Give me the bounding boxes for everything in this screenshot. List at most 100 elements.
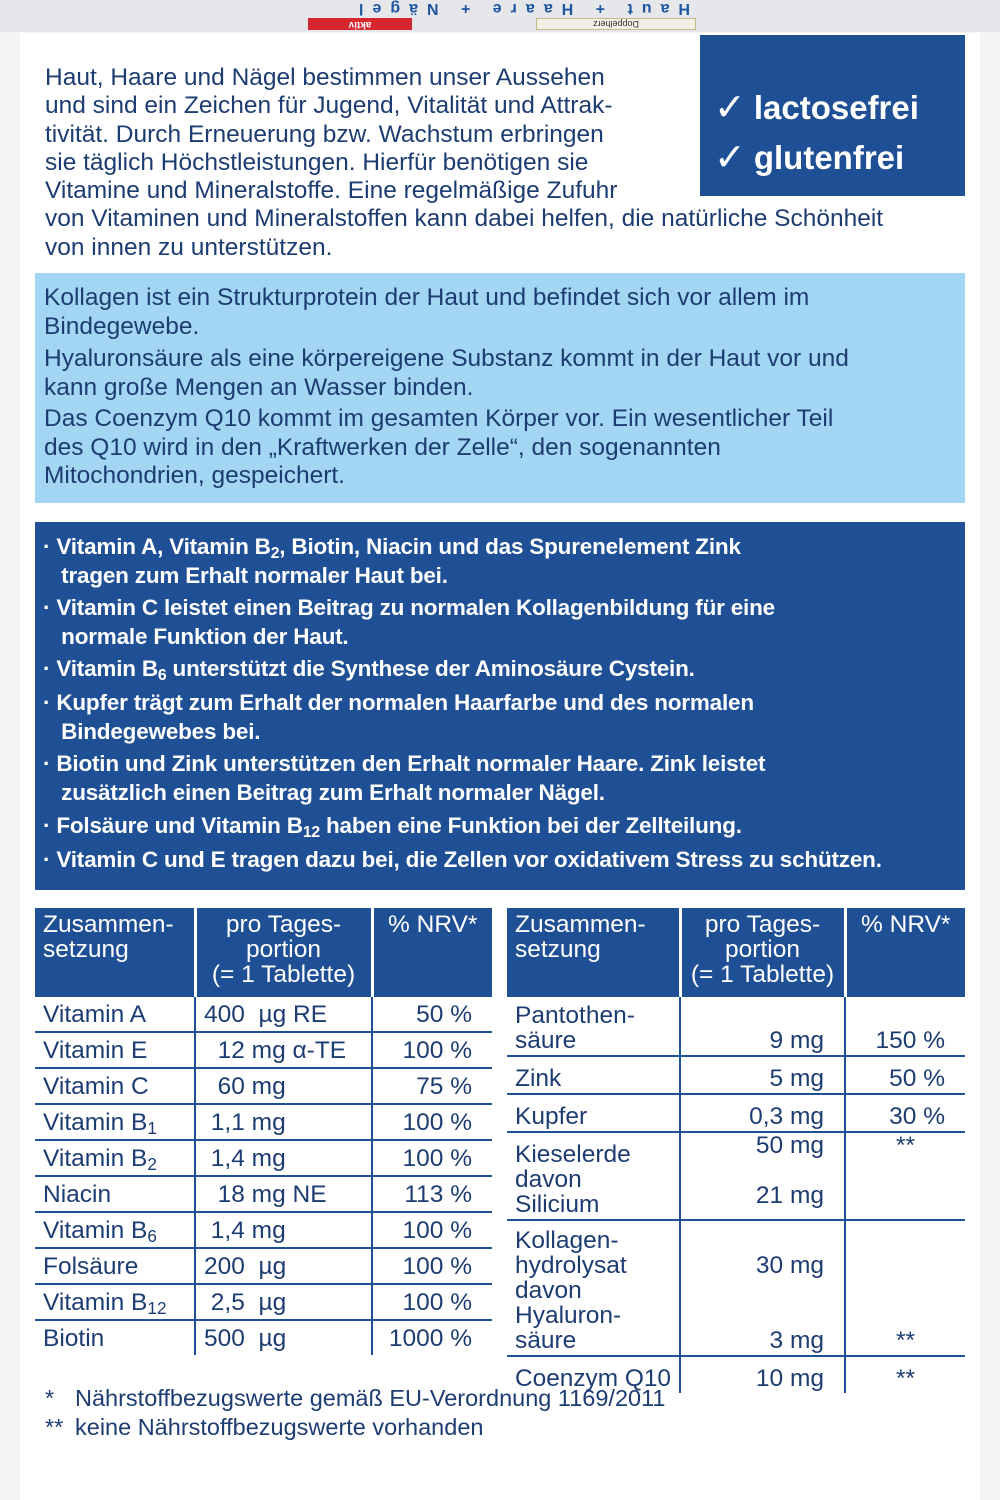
text-line: pro Tages- — [225, 911, 342, 938]
nutrient-amount: 500 µg — [195, 1320, 373, 1355]
column-header: pro Tages-portion (= 1 Tablette) — [680, 908, 847, 997]
check-icon: ✓ — [714, 87, 746, 129]
nutrient-amount: 12 mg α-TE — [195, 1032, 373, 1069]
table-row: Vitamin E 12 mg α-TE 100 % — [35, 1032, 492, 1069]
package-top-edge: Haut + Haare + Nägel aktiv Doppelherz — [0, 0, 1000, 32]
text-line: kann große Mengen an Wasser binden. — [44, 373, 474, 401]
nutrient-name: Kieselerde davon Silicium — [507, 1132, 681, 1221]
claim-item: · Vitamin A, Vitamin B2, Biotin, Niacin … — [43, 534, 741, 588]
text-line — [689, 1303, 824, 1328]
nutrient-amount: 5 mg — [680, 1056, 846, 1095]
table-header-row: Zusammen-setzung pro Tages-portion (= 1 Ta… — [35, 908, 492, 997]
badge-item-glutenfrei: ✓ glutenfrei — [714, 135, 904, 180]
text-line: 50 mg — [755, 1132, 824, 1159]
nutrient-name: Folsäure — [35, 1248, 196, 1285]
text-line: und sind ein Zeichen für Jugend, Vitalit… — [45, 92, 613, 120]
text-line: ** — [895, 1327, 916, 1354]
text-line: 12 mg α-TE — [204, 1036, 347, 1064]
nutrient-nrv: 100 % — [372, 1140, 492, 1177]
nutrient-amount: 200 µg — [195, 1248, 373, 1285]
info-paragraph-q10: Das Coenzym Q10 kommt im gesamten Körper… — [44, 405, 833, 491]
text-line — [689, 1158, 824, 1183]
free-from-badge: ✓ lactosefrei ✓ glutenfrei — [700, 35, 965, 196]
text-line: 60 mg — [204, 1072, 286, 1100]
nutrient-amount: 60 mg — [195, 1068, 373, 1105]
text-line: 30 mg — [755, 1252, 824, 1279]
text-line: 100 % — [402, 1036, 472, 1064]
badge-label: glutenfrei — [753, 138, 905, 176]
nutrient-nrv: 50 % — [372, 997, 492, 1033]
text-line: hydrolysat — [515, 1252, 627, 1279]
nutrient-nrv: 100 % — [372, 1284, 492, 1321]
text-line: 500 µg — [204, 1324, 287, 1352]
text-line: Mitochondrien, gespeichert. — [44, 462, 345, 489]
nutrient-nrv: 113 % — [372, 1176, 492, 1213]
table-row: Pantothen-säure 9 mg 150 % — [507, 997, 965, 1057]
claim-item: · Kupfer trägt zum Erhalt der normalen H… — [43, 690, 754, 744]
text-line: 5 mg — [769, 1065, 824, 1092]
text-line: % NRV* — [388, 911, 478, 938]
nutrient-nrv: 150 % — [845, 997, 965, 1057]
text-line: 400 µg RE — [204, 1000, 328, 1028]
intro-text: Haut, Haare und Nägel bestimmen unser Au… — [45, 64, 883, 262]
column-header: pro Tages-portion (= 1 Tablette) — [195, 908, 374, 997]
nutrient-name: Vitamin A — [35, 997, 196, 1033]
table-row: Vitamin B2 1,4 mg 100 % — [35, 1140, 492, 1177]
text-line: Vitamine und Mineralstoffe. Eine regelmä… — [45, 177, 618, 205]
claim-item: · Vitamin C leistet einen Beitrag zu nor… — [43, 595, 775, 649]
text-line: Kieselerde — [515, 1141, 631, 1168]
nutrient-nrv: ** — [845, 1220, 965, 1357]
text-line: Bindegewebe. — [44, 312, 200, 340]
nutrient-nrv: ** — [845, 1356, 965, 1393]
table-row: Vitamin A 400 µg RE 50 % — [35, 997, 492, 1033]
text-line: 113 % — [404, 1180, 472, 1208]
nutrient-name: Vitamin B1 — [35, 1104, 196, 1141]
text-line: portion — [246, 936, 321, 963]
nutrient-amount: 1,4 mg — [195, 1212, 373, 1249]
claim-item: · Vitamin B6 unterstützt die Synthese de… — [43, 656, 695, 684]
text-line: 100 % — [402, 1288, 472, 1316]
nutrient-nrv: 100 % — [372, 1032, 492, 1069]
nutrient-amount: 1,4 mg — [195, 1140, 373, 1177]
text-line: Coenzym Q10 — [515, 1365, 671, 1392]
nutrition-table-right: Zusammen-setzung pro Tages-portion (= 1 Ta… — [507, 908, 965, 1393]
nutrient-name: Zink — [507, 1056, 681, 1095]
nutrient-name: Vitamin B6 — [35, 1212, 196, 1249]
column-header: % NRV* — [372, 908, 492, 997]
text-line: 30 % — [889, 1103, 945, 1130]
nutrient-name: Kupfer — [507, 1094, 681, 1133]
nutrition-table-left: Zusammen-setzung pro Tages-portion (= 1 Ta… — [35, 908, 492, 1355]
text-line: 1,4 mg — [204, 1144, 286, 1172]
nutrient-nrv: 30 % — [845, 1094, 965, 1133]
text-line: pro Tages- — [704, 911, 821, 938]
nutrient-nrv: 75 % — [372, 1068, 492, 1105]
nutrient-nrv: 50 % — [845, 1056, 965, 1095]
nutrient-name: Biotin — [35, 1320, 196, 1355]
text-line: säure — [515, 1027, 577, 1054]
nutrient-amount: 10 mg — [680, 1356, 846, 1393]
table-row: Kieselerde davon Silicium 50 mg 21 mg ** — [507, 1132, 965, 1221]
text-line: ** — [895, 1132, 916, 1159]
text-line: Pantothen- — [515, 1002, 635, 1029]
text-line: portion — [725, 936, 800, 963]
text-line: 1,1 mg — [204, 1108, 286, 1136]
claim-item: · Vitamin C und E tragen dazu bei, die Z… — [43, 847, 882, 872]
column-header: Zusammen-setzung — [507, 908, 682, 997]
claim-item: · Biotin und Zink unterstützen den Erhal… — [43, 751, 766, 805]
check-icon: ✓ — [714, 137, 746, 179]
text-line: 50 % — [889, 1065, 945, 1092]
text-line: Kollagen- — [515, 1227, 619, 1254]
text-line: Zusammen- — [43, 911, 174, 938]
nutrient-nrv: ** — [845, 1132, 965, 1221]
text-line: 100 % — [402, 1216, 472, 1244]
table-row: Vitamin B1 1,1 mg 100 % — [35, 1104, 492, 1141]
text-line: 3 mg — [769, 1327, 824, 1354]
text-line: 1000 % — [388, 1324, 472, 1352]
text-line: säure — [515, 1327, 577, 1354]
text-line: des Q10 wird in den „Kraftwerken der Zel… — [44, 433, 721, 461]
table-row: Vitamin C 60 mg 75 % — [35, 1068, 492, 1105]
info-paragraph-kollagen: Kollagen ist ein Strukturprotein der Hau… — [44, 284, 809, 341]
nutrient-amount: 30 mg 3 mg — [680, 1220, 846, 1357]
nutrient-nrv: 1000 % — [372, 1320, 492, 1355]
text-line: 50 % — [416, 1000, 472, 1028]
